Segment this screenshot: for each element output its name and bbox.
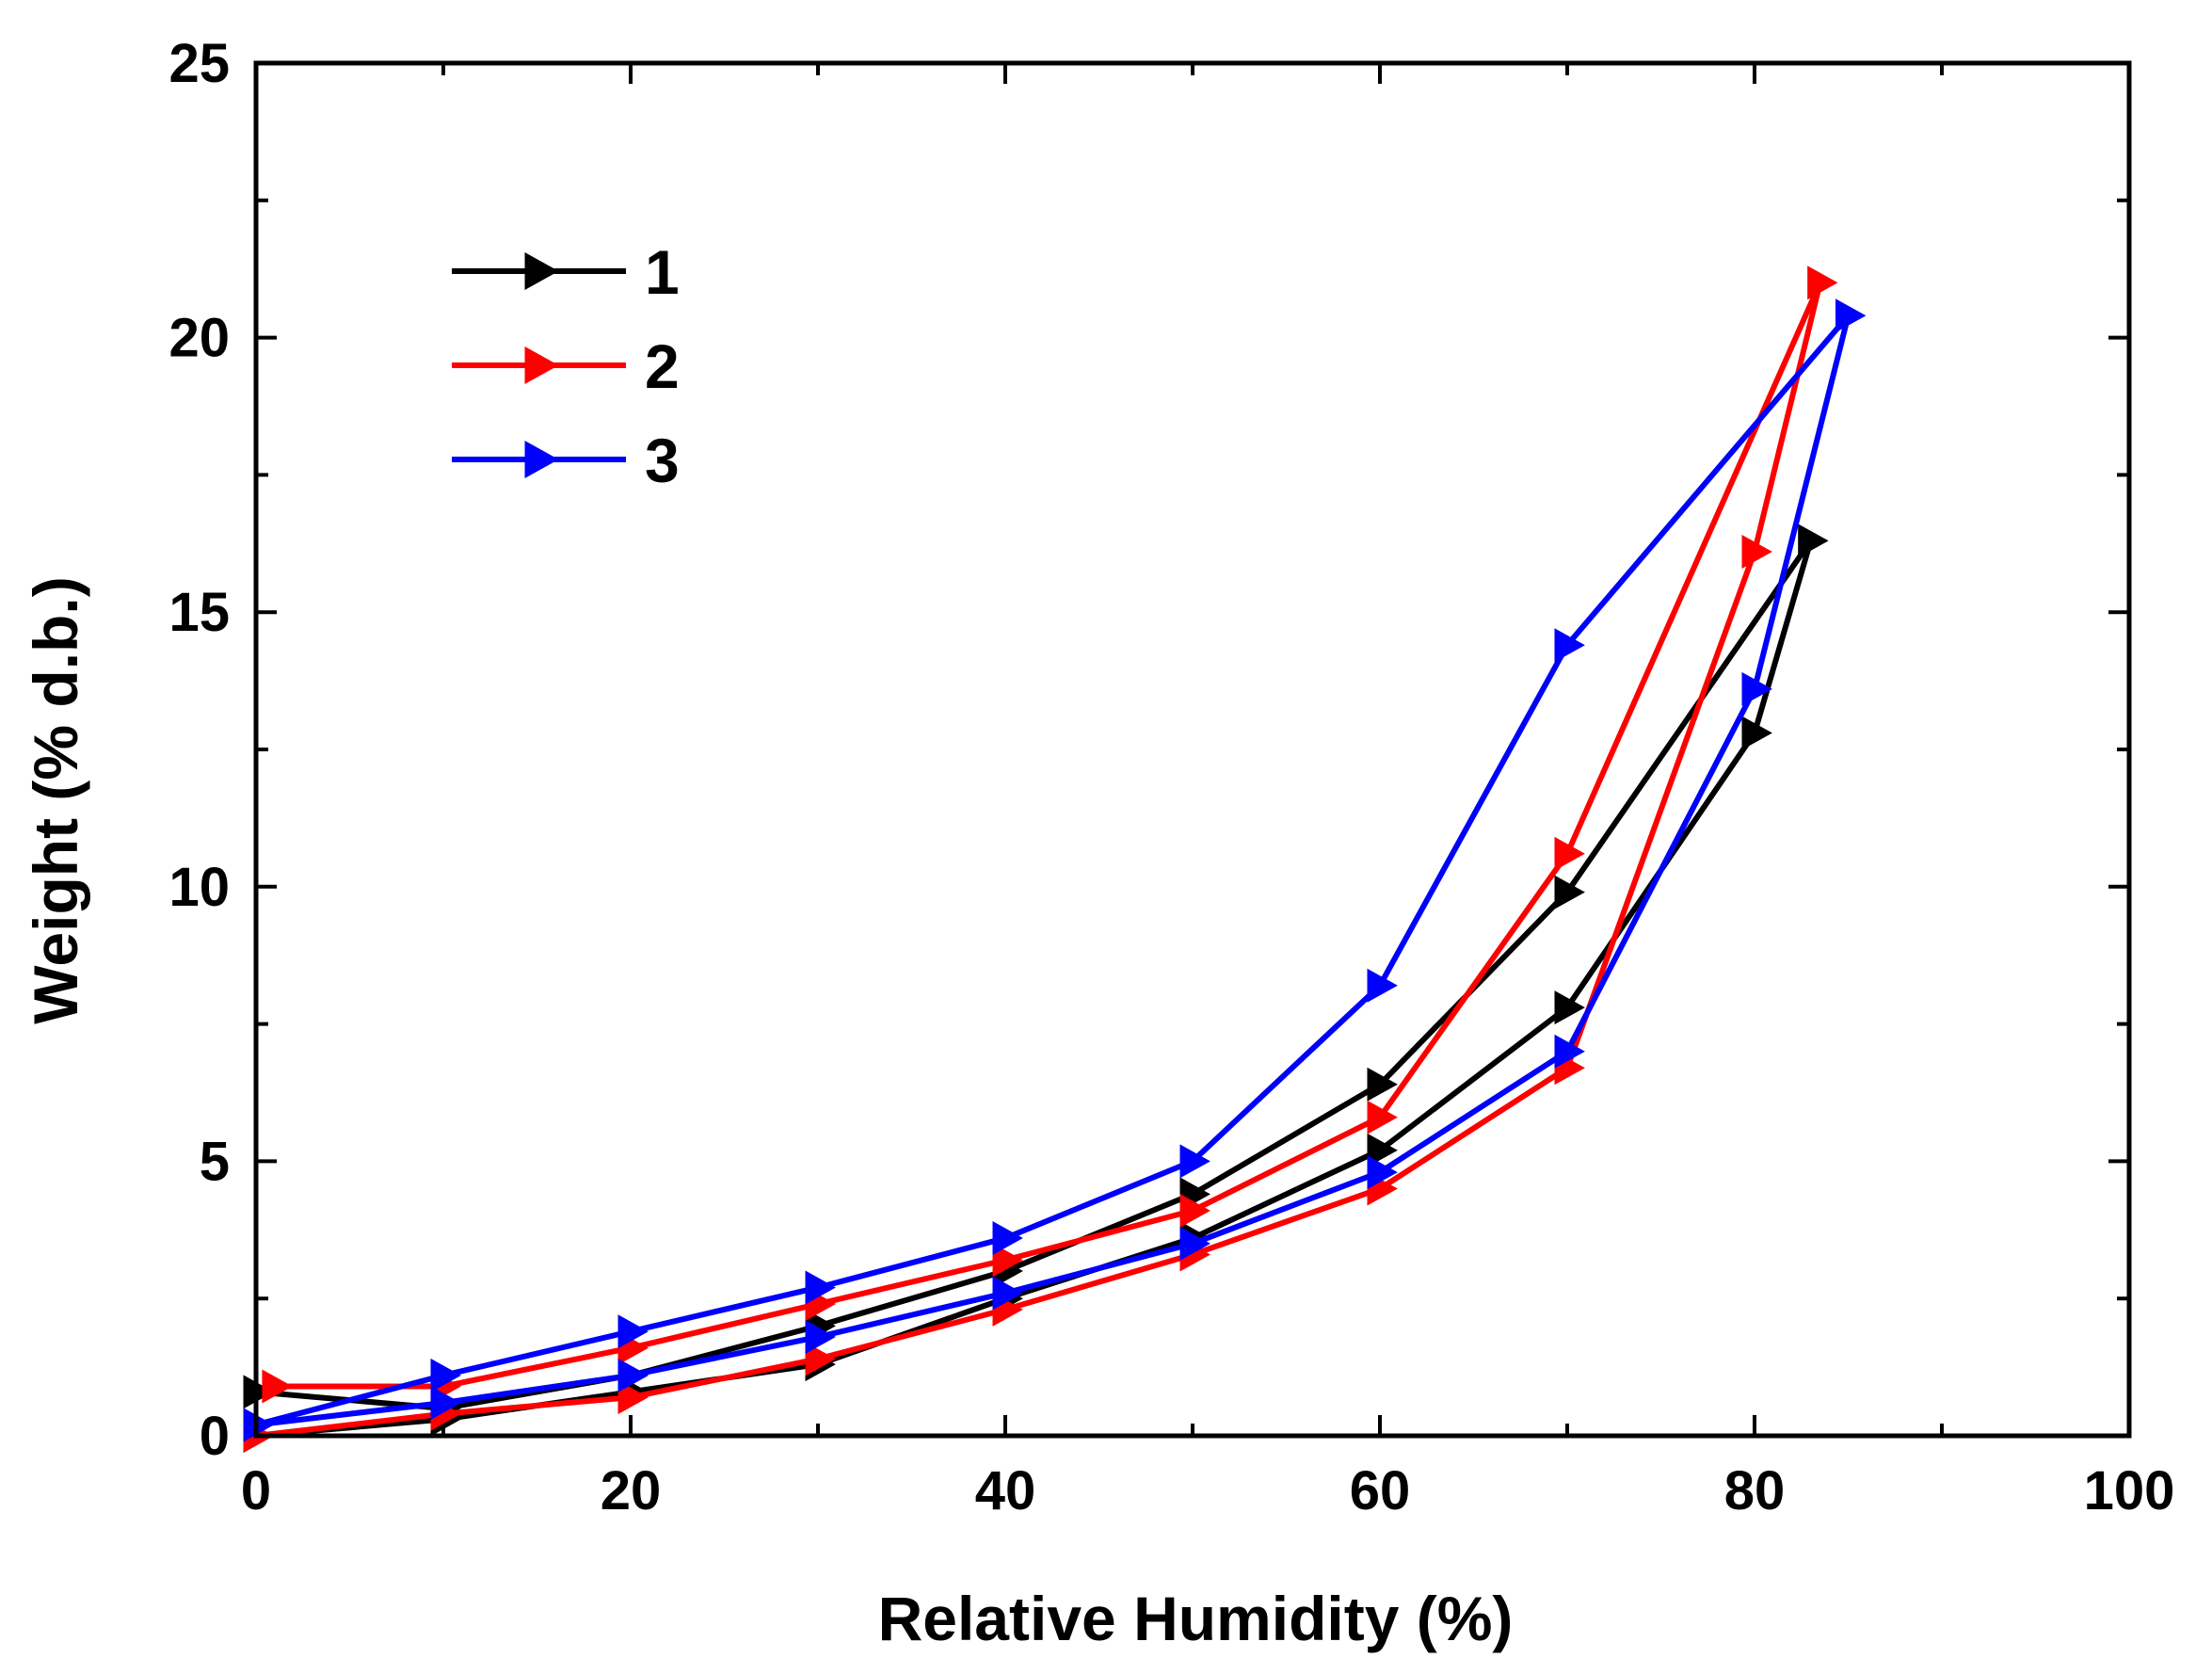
data-point	[1367, 1155, 1398, 1190]
plot-border	[253, 60, 2132, 1439]
data-point	[1179, 1193, 1210, 1228]
legend-label: 1	[645, 237, 680, 307]
data-point	[805, 1320, 836, 1355]
series-3	[243, 298, 1867, 1442]
legend-marker	[524, 346, 559, 384]
data-point	[617, 1380, 649, 1415]
series-2	[243, 266, 1838, 1453]
y-tick-label: 15	[168, 582, 230, 643]
plot-frame	[253, 60, 2132, 1439]
legend-label: 2	[645, 331, 680, 401]
series-line	[255, 280, 1823, 1439]
data-point	[243, 1408, 274, 1442]
legend-item-2: 2	[452, 331, 680, 401]
x-tick-label: 20	[601, 1460, 662, 1521]
data-point	[992, 1221, 1023, 1256]
x-axis-title: Relative Humidity (%)	[878, 1584, 1514, 1653]
data-point	[430, 1358, 461, 1392]
data-point	[1367, 1067, 1398, 1102]
legend-marker	[524, 441, 559, 478]
data-point	[1741, 716, 1772, 750]
x-tick-label: 60	[1350, 1460, 1411, 1521]
data-point	[1807, 266, 1838, 300]
data-point	[805, 1342, 836, 1376]
axes: 0 20 40 60 80 100 0 5 10 15 20 25	[168, 33, 2174, 1521]
data-point	[617, 1314, 649, 1349]
data-point	[1741, 671, 1772, 706]
data-point	[992, 1276, 1023, 1311]
x-tick-label: 80	[1724, 1460, 1786, 1521]
data-point	[617, 1358, 649, 1392]
series-line	[255, 313, 1851, 1428]
data-point	[1367, 968, 1398, 1003]
data-point	[1554, 628, 1585, 663]
y-tick-label: 0	[200, 1406, 230, 1467]
y-tick-label: 10	[168, 857, 230, 918]
y-tick-label: 20	[168, 308, 230, 369]
legend-item-1: 1	[452, 237, 680, 307]
y-tick-label: 25	[168, 33, 230, 94]
series-line	[255, 538, 1814, 1439]
legend-item-3: 3	[452, 426, 680, 495]
y-tick-label: 5	[200, 1131, 230, 1192]
data-point	[992, 1243, 1023, 1278]
legend: 1 2 3	[452, 237, 680, 495]
data-point	[1798, 523, 1829, 558]
x-tick-label: 40	[975, 1460, 1036, 1521]
data-point	[430, 1386, 461, 1421]
x-tick-label: 100	[2084, 1460, 2175, 1521]
y-axis-title: Weight (% d.b.)	[21, 576, 90, 1023]
legend-marker	[524, 252, 559, 290]
data-point	[1554, 836, 1585, 871]
data-point	[1367, 1100, 1398, 1135]
data-point	[1367, 1133, 1398, 1167]
data-point	[1554, 875, 1585, 909]
data-point	[1835, 298, 1867, 333]
data-point	[243, 1375, 274, 1409]
data-point	[1179, 1226, 1210, 1261]
data-point	[262, 1369, 293, 1404]
x-tick-label: 0	[241, 1460, 271, 1521]
data-point	[1179, 1144, 1210, 1179]
data-point	[805, 1270, 836, 1305]
data-point	[1554, 990, 1585, 1025]
legend-label: 3	[645, 426, 680, 495]
series-group	[243, 266, 1867, 1453]
data-point	[1554, 1034, 1585, 1069]
data-point	[1741, 535, 1772, 570]
series-1	[243, 523, 1829, 1453]
